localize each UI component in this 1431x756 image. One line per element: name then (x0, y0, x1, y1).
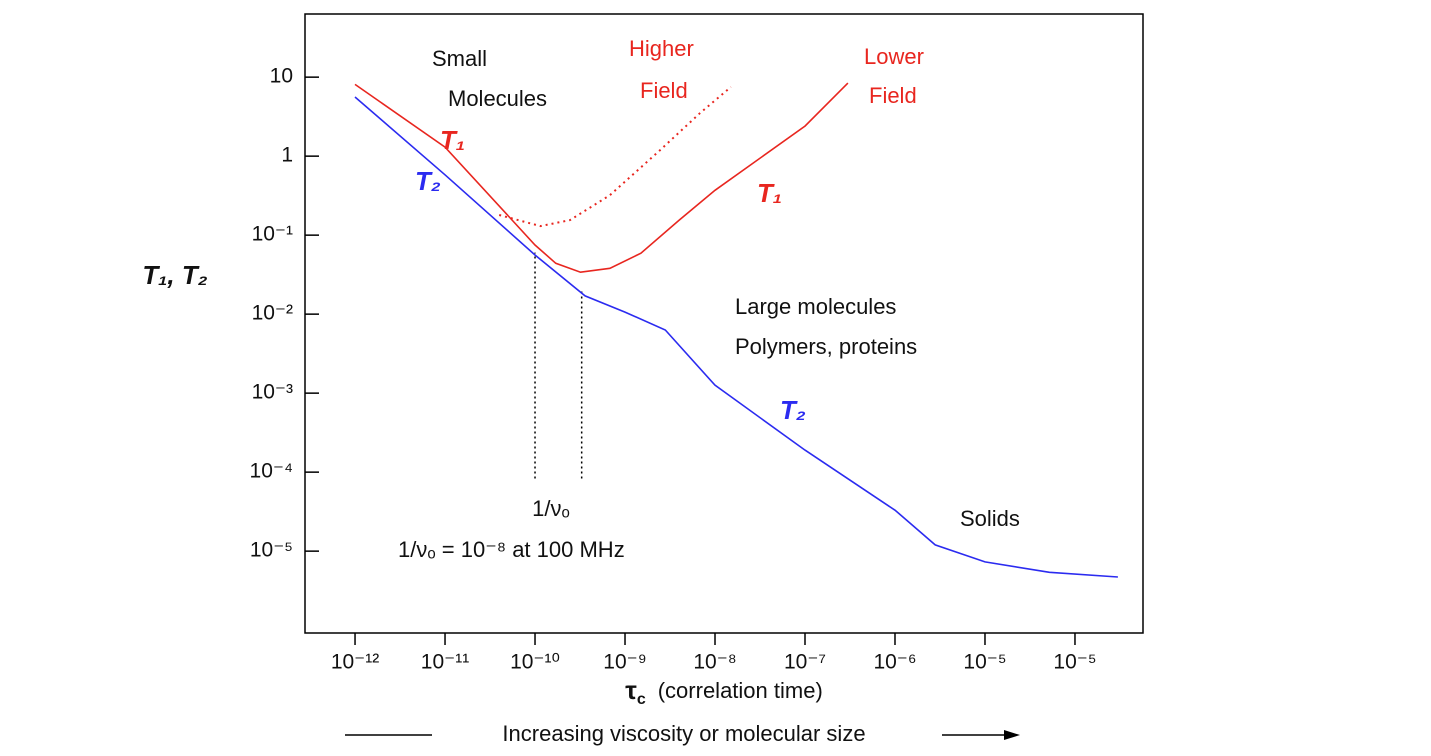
y-tick-label: 10⁻¹ (252, 223, 293, 246)
x-tick-label: 10⁻¹² (331, 651, 379, 674)
x-tick-label: 10⁻⁹ (603, 651, 646, 674)
annotation: T₂ (415, 166, 441, 196)
x-tick-label: 10⁻⁷ (784, 651, 826, 674)
annotation: Lower (864, 44, 924, 69)
annotation: T₂ (780, 395, 806, 425)
y-axis-label: T₁, T₂ (142, 260, 207, 290)
x-axis-symbol: τ (625, 675, 637, 705)
y-tick-label: 10⁻⁵ (250, 539, 293, 562)
annotation: Field (869, 83, 917, 108)
x-tick-label: 10⁻⁶ (873, 651, 916, 674)
series-line (354, 96, 1118, 578)
x-axis-subscript: c (637, 691, 646, 708)
y-tick-label: 10⁻⁴ (250, 460, 293, 483)
annotation: T₁ (757, 178, 782, 208)
caption-arrow-head (1004, 730, 1020, 740)
annotation: Molecules (448, 86, 547, 111)
annotation: Solids (960, 506, 1020, 531)
y-tick-label: 10 (270, 65, 293, 88)
annotation: Large molecules (735, 294, 896, 319)
annotation: Polymers, proteins (735, 334, 917, 359)
y-tick-label: 10⁻² (252, 302, 293, 325)
x-tick-label: 10⁻¹⁰ (510, 651, 560, 674)
x-tick-label: 10⁻⁵ (1053, 651, 1096, 674)
series-line (354, 82, 849, 274)
annotation: Higher (629, 36, 694, 61)
annotation: Field (640, 78, 688, 103)
x-axis-text: (correlation time) (658, 678, 823, 703)
annotation: 1/νₒ (532, 496, 570, 521)
caption: Increasing viscosity or molecular size (502, 721, 865, 746)
plot-frame (304, 13, 1144, 634)
x-tick-label: 10⁻⁵ (963, 651, 1006, 674)
annotation: 1/νₒ = 10⁻⁸ at 100 MHz (398, 537, 625, 562)
x-tick-label: 10⁻⁸ (693, 651, 736, 674)
series-line (498, 86, 732, 228)
x-axis-label: τc (correlation time) (625, 675, 823, 708)
y-tick-label: 10⁻³ (252, 381, 293, 404)
y-tick-label: 1 (281, 144, 293, 167)
annotation: Small (432, 46, 487, 71)
x-tick-label: 10⁻¹¹ (421, 651, 469, 674)
annotation: T₁ (440, 125, 465, 155)
